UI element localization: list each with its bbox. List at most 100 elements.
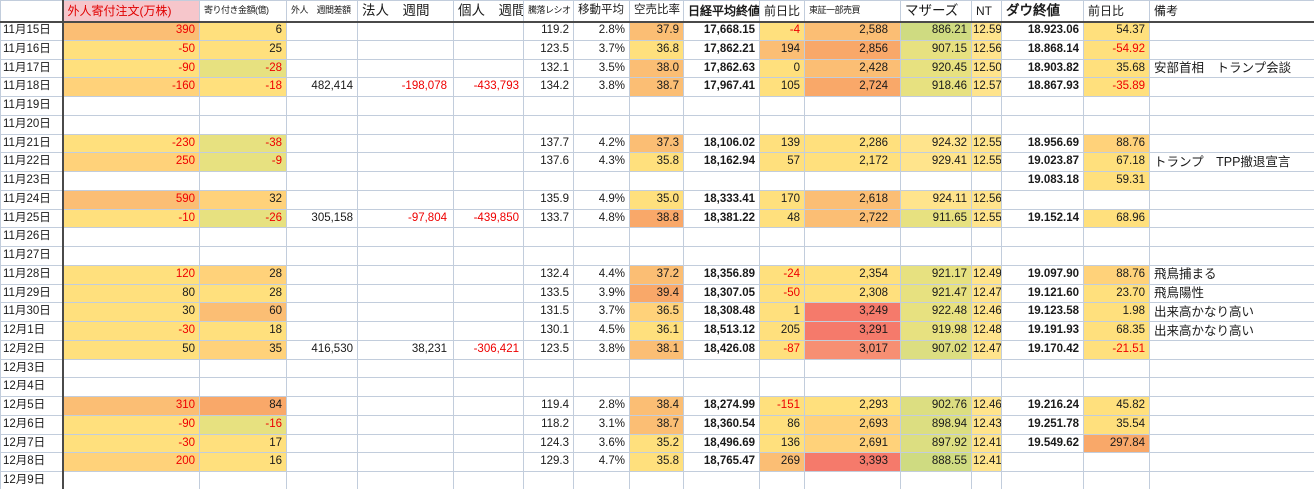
cell-nikkei-close[interactable]	[683, 96, 760, 116]
cell-updown-ratio[interactable]: 123.5	[523, 39, 574, 60]
cell-nikkei-close[interactable]: 18,106.02	[683, 133, 760, 154]
cell-corporate-week[interactable]	[357, 58, 454, 79]
cell-nt-ratio[interactable]: 12.49	[971, 264, 1002, 285]
cell-updown-ratio[interactable]	[523, 96, 574, 116]
cell-date[interactable]: 11月26日	[0, 227, 64, 247]
cell-nikkei-close[interactable]: 18,356.89	[683, 264, 760, 285]
cell-notes[interactable]	[1149, 246, 1314, 266]
cell-tse1-volume[interactable]	[804, 377, 901, 397]
cell-moving-average[interactable]: 4.8%	[573, 208, 630, 229]
cell-foreign-open-orders[interactable]: 390	[62, 21, 200, 41]
cell-date[interactable]: 11月15日	[0, 21, 64, 41]
cell-short-sell-ratio[interactable]: 36.8	[629, 39, 684, 60]
cell-tse1-volume[interactable]	[804, 227, 901, 247]
cell-nikkei-change[interactable]: 0	[759, 58, 805, 79]
cell-updown-ratio[interactable]: 133.7	[523, 208, 574, 229]
cell-updown-ratio[interactable]: 118.2	[523, 414, 574, 435]
cell-short-sell-ratio[interactable]	[629, 377, 684, 397]
cell-corporate-week[interactable]: -97,804	[357, 208, 454, 229]
cell-date[interactable]: 12月4日	[0, 377, 64, 397]
cell-foreign-week-diff[interactable]	[286, 189, 358, 210]
cell-open-amount[interactable]	[199, 171, 287, 191]
cell-moving-average[interactable]: 4.7%	[573, 452, 630, 472]
cell-foreign-open-orders[interactable]	[62, 227, 200, 247]
cell-foreign-week-diff[interactable]	[286, 452, 358, 472]
cell-corporate-week[interactable]	[357, 321, 454, 341]
cell-nt-ratio[interactable]: 12.47	[971, 283, 1002, 304]
cell-moving-average[interactable]: 3.7%	[573, 302, 630, 322]
cell-individual-week[interactable]	[453, 283, 524, 304]
cell-dow-close[interactable]: 19.023.87	[1001, 152, 1084, 172]
cell-notes[interactable]	[1149, 471, 1314, 489]
cell-tse1-volume[interactable]: 2,293	[804, 396, 901, 416]
cell-moving-average[interactable]: 2.8%	[573, 396, 630, 416]
cell-mothers[interactable]	[900, 358, 972, 379]
cell-dow-change[interactable]: 23.70	[1083, 283, 1150, 304]
cell-tse1-volume[interactable]: 2,286	[804, 133, 901, 154]
cell-nt-ratio[interactable]: 12.48	[971, 321, 1002, 341]
cell-moving-average[interactable]	[573, 246, 630, 266]
corner-cell[interactable]	[0, 0, 64, 23]
header-mothers[interactable]: マザーズ	[900, 0, 972, 23]
cell-foreign-open-orders[interactable]: -30	[62, 321, 200, 341]
cell-foreign-open-orders[interactable]: 310	[62, 396, 200, 416]
cell-nikkei-close[interactable]	[683, 114, 760, 135]
cell-notes[interactable]: 飛鳥陽性	[1149, 283, 1314, 304]
cell-updown-ratio[interactable]	[523, 377, 574, 397]
cell-nt-ratio[interactable]	[971, 471, 1002, 489]
cell-nikkei-change[interactable]: -151	[759, 396, 805, 416]
cell-date[interactable]: 11月24日	[0, 189, 64, 210]
cell-individual-week[interactable]	[453, 246, 524, 266]
cell-open-amount[interactable]	[199, 246, 287, 266]
cell-dow-change[interactable]: 67.18	[1083, 152, 1150, 172]
cell-mothers[interactable]: 919.98	[900, 321, 972, 341]
cell-corporate-week[interactable]	[357, 452, 454, 472]
cell-updown-ratio[interactable]: 137.7	[523, 133, 574, 154]
cell-short-sell-ratio[interactable]: 35.8	[629, 152, 684, 172]
cell-notes[interactable]	[1149, 133, 1314, 154]
cell-nikkei-close[interactable]	[683, 358, 760, 379]
cell-dow-close[interactable]	[1001, 189, 1084, 210]
cell-nt-ratio[interactable]	[971, 246, 1002, 266]
cell-tse1-volume[interactable]: 2,354	[804, 264, 901, 285]
cell-tse1-volume[interactable]: 2,722	[804, 208, 901, 229]
header-nikkei-close[interactable]: 日経平均終値	[683, 0, 760, 23]
cell-date[interactable]: 11月30日	[0, 302, 64, 322]
cell-mothers[interactable]: 902.76	[900, 396, 972, 416]
header-open-amount[interactable]: 寄り付き金額(億)	[199, 0, 287, 23]
cell-updown-ratio[interactable]	[523, 227, 574, 247]
cell-moving-average[interactable]: 3.1%	[573, 414, 630, 435]
cell-nt-ratio[interactable]	[971, 96, 1002, 116]
cell-nt-ratio[interactable]: 12.56	[971, 39, 1002, 60]
cell-individual-week[interactable]	[453, 227, 524, 247]
header-nt-ratio[interactable]: NT	[971, 0, 1002, 23]
cell-nt-ratio[interactable]: 12.59	[971, 21, 1002, 41]
cell-tse1-volume[interactable]	[804, 171, 901, 191]
cell-dow-close[interactable]: 19.216.24	[1001, 396, 1084, 416]
cell-nikkei-change[interactable]: 136	[759, 433, 805, 454]
cell-nikkei-close[interactable]: 18,765.47	[683, 452, 760, 472]
cell-dow-change[interactable]: 35.54	[1083, 414, 1150, 435]
cell-notes[interactable]	[1149, 227, 1314, 247]
cell-moving-average[interactable]: 3.5%	[573, 58, 630, 79]
cell-open-amount[interactable]: 84	[199, 396, 287, 416]
cell-notes[interactable]	[1149, 208, 1314, 229]
cell-short-sell-ratio[interactable]	[629, 96, 684, 116]
cell-short-sell-ratio[interactable]: 38.7	[629, 77, 684, 97]
cell-dow-close[interactable]: 19.549.62	[1001, 433, 1084, 454]
cell-open-amount[interactable]	[199, 471, 287, 489]
cell-updown-ratio[interactable]: 124.3	[523, 433, 574, 454]
cell-open-amount[interactable]	[199, 227, 287, 247]
cell-foreign-week-diff[interactable]	[286, 471, 358, 489]
cell-date[interactable]: 11月25日	[0, 208, 64, 229]
cell-notes[interactable]: 出来高かなり高い	[1149, 302, 1314, 322]
cell-foreign-open-orders[interactable]	[62, 114, 200, 135]
cell-mothers[interactable]: 897.92	[900, 433, 972, 454]
cell-mothers[interactable]: 886.21	[900, 21, 972, 41]
cell-nikkei-change[interactable]: -50	[759, 283, 805, 304]
cell-updown-ratio[interactable]: 119.4	[523, 396, 574, 416]
cell-open-amount[interactable]: -28	[199, 58, 287, 79]
header-dow-close[interactable]: ダウ終値	[1001, 0, 1084, 23]
cell-corporate-week[interactable]	[357, 264, 454, 285]
cell-nikkei-close[interactable]: 18,513.12	[683, 321, 760, 341]
